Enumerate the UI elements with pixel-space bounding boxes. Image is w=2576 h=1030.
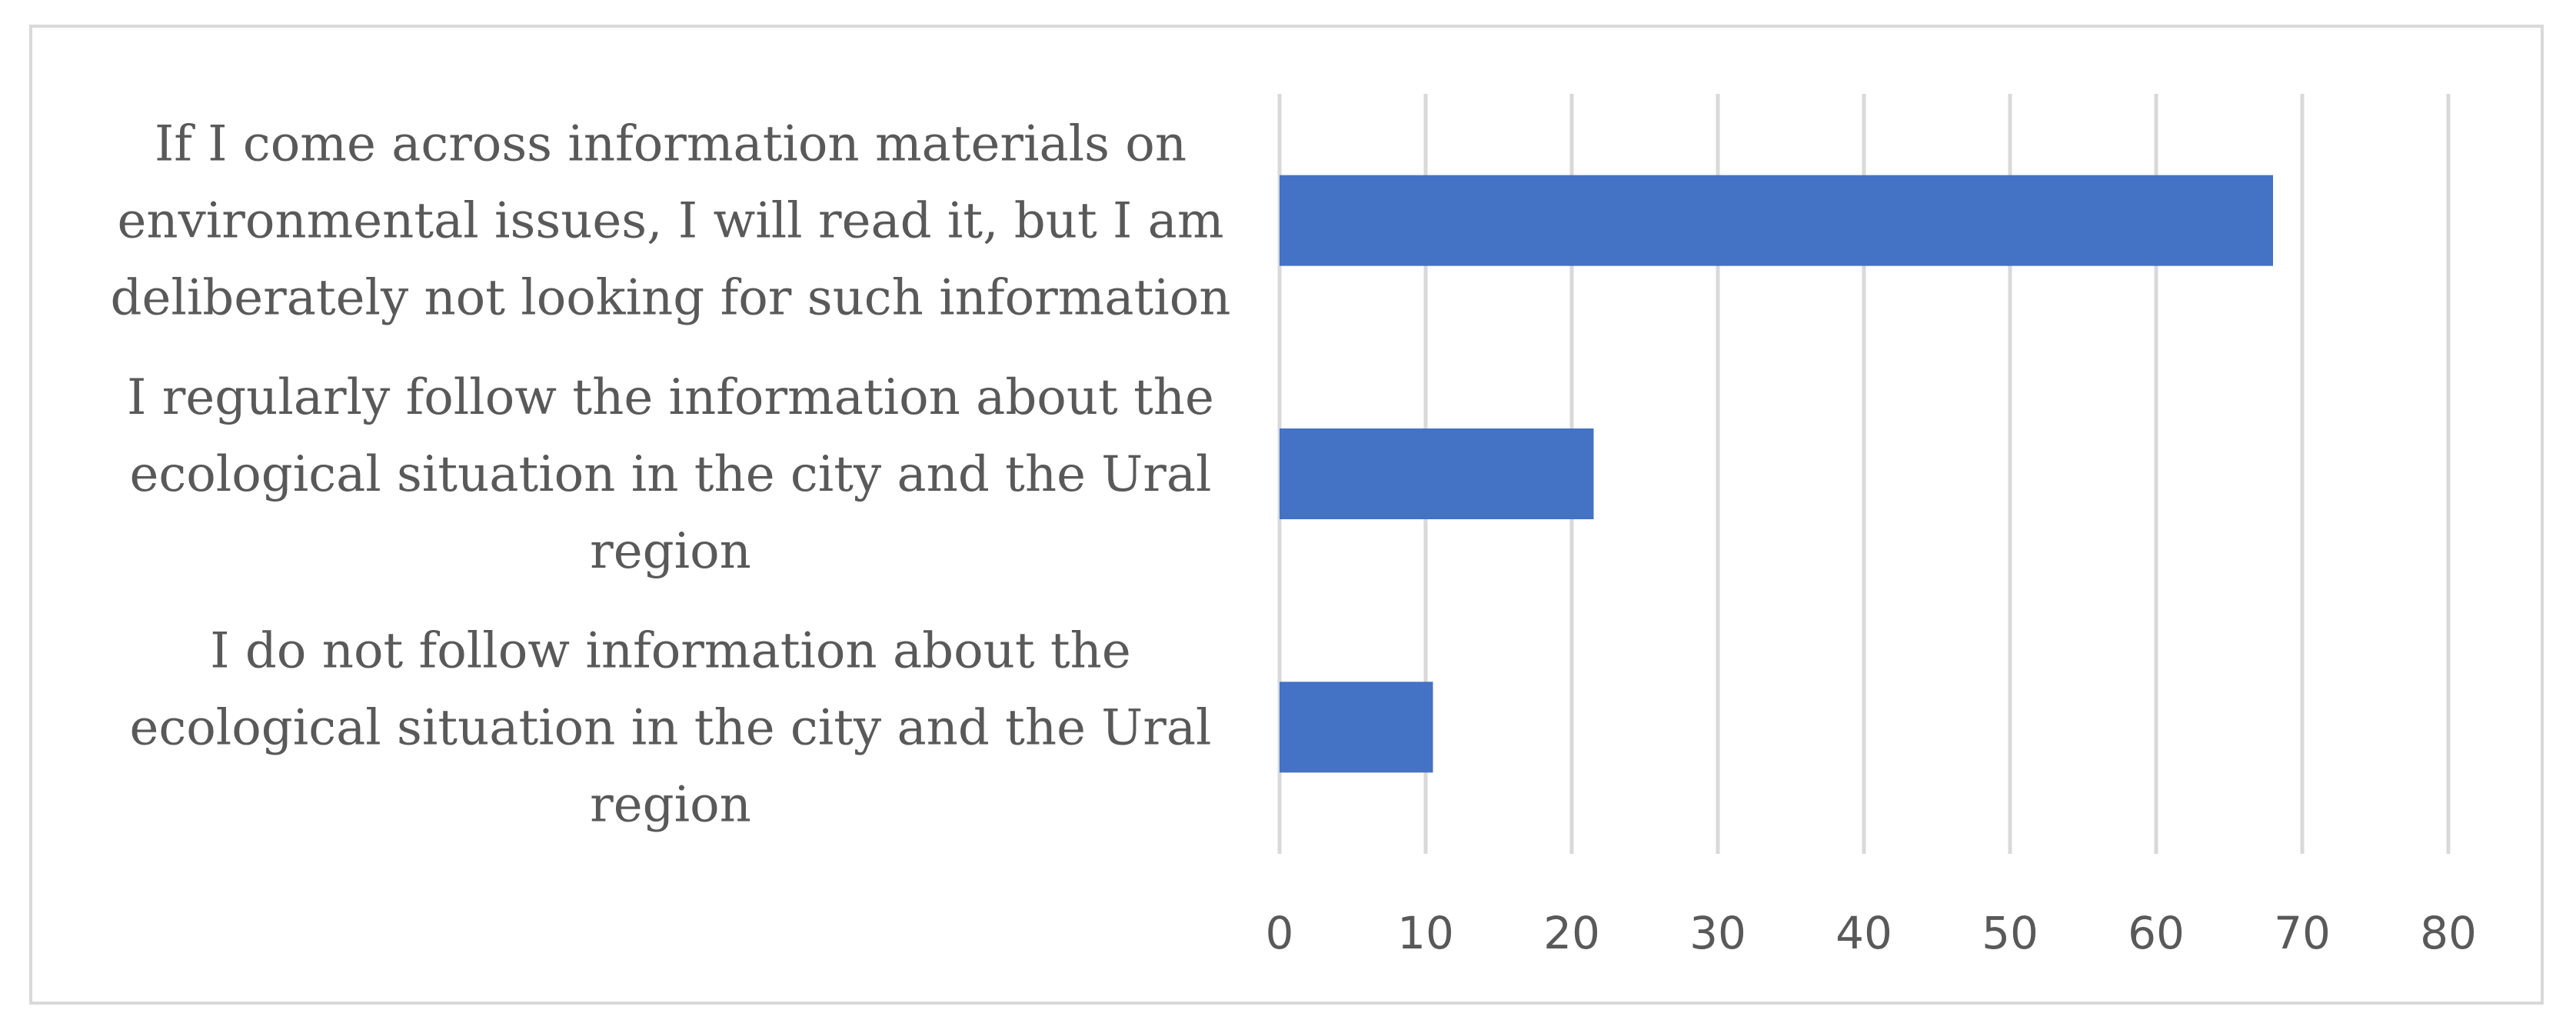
- x-tick-label: 0: [1266, 907, 1294, 959]
- chart-frame: [29, 25, 2544, 1005]
- bar-2: [1280, 428, 1594, 519]
- x-tick-label: 30: [1689, 907, 1746, 959]
- x-axis-tick-labels: 0 10 20 30 40 50 60 70 80: [1266, 907, 2477, 959]
- category-label-line: deliberately not looking for such inform…: [111, 270, 1231, 327]
- category-label-line: I regularly follow the information about…: [127, 369, 1214, 426]
- bars: [1280, 175, 2273, 773]
- category-label-line: I do not follow information about the: [210, 622, 1130, 679]
- x-tick-label: 20: [1543, 907, 1600, 959]
- category-label-line: ecological situation in the city and the…: [130, 699, 1212, 756]
- x-tick-label: 60: [2128, 907, 2185, 959]
- x-tick-label: 40: [1835, 907, 1892, 959]
- x-tick-label: 80: [2420, 907, 2477, 959]
- category-label-line: If I come across information materials o…: [155, 116, 1186, 173]
- category-label-line: region: [590, 523, 751, 580]
- x-tick-label: 50: [1982, 907, 2039, 959]
- x-tick-label: 70: [2274, 907, 2331, 959]
- x-tick-label: 10: [1397, 907, 1454, 959]
- category-label-line: ecological situation in the city and the…: [130, 446, 1212, 503]
- category-label-line: region: [590, 776, 751, 833]
- bar-1: [1280, 175, 2273, 266]
- category-label-line: environmental issues, I will read it, bu…: [118, 193, 1224, 250]
- bar-3: [1280, 682, 1433, 773]
- category-labels: If I come across information materials o…: [111, 116, 1231, 834]
